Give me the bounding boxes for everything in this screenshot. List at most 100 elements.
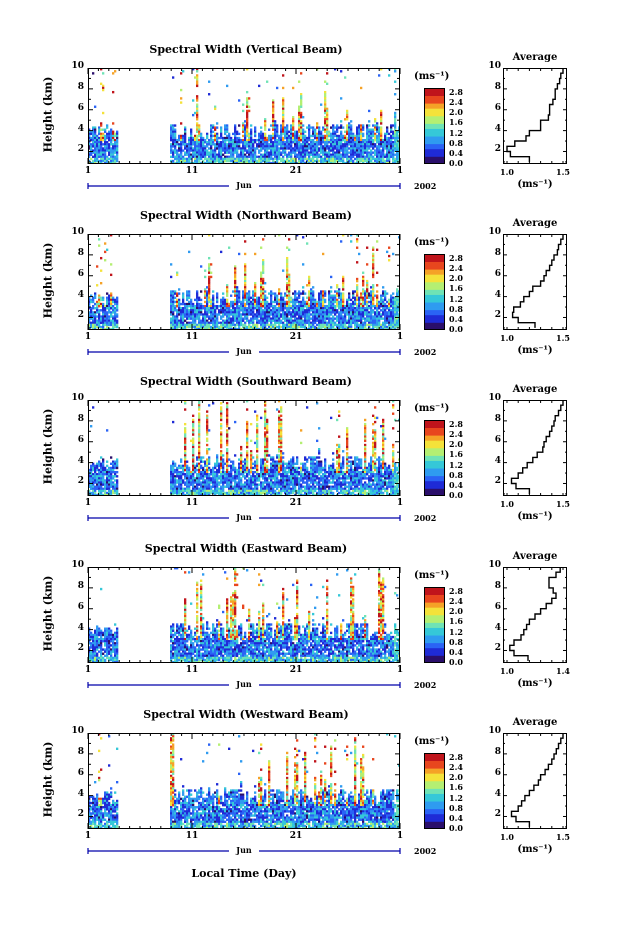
average-y-tick-label: 8	[494, 413, 501, 424]
heatmap-cells	[88, 733, 400, 829]
y-tick-label: 8	[77, 247, 84, 258]
y-tick-label: 8	[77, 746, 84, 757]
average-x-tick-label: 1.0	[500, 333, 514, 343]
average-title: Average	[512, 717, 558, 728]
axis-overlay	[87, 234, 401, 355]
y-tick-label: 4	[77, 788, 84, 799]
average-unit: (ms⁻¹)	[517, 345, 553, 356]
colorbar-tick-label: 2.0	[449, 273, 463, 284]
average-y-tick-label: 10	[488, 393, 501, 403]
x-tick-label: 21	[289, 831, 303, 841]
y-tick-label: 4	[77, 455, 84, 466]
colorbar-tick-label: 2.8	[449, 752, 463, 763]
colorbar-tick-label: 0.8	[449, 137, 463, 148]
colorbar	[424, 254, 445, 330]
average-y-tick-label: 8	[494, 746, 501, 757]
heatmap-cells	[88, 567, 400, 663]
average-x-tick-label: 1.5	[556, 499, 570, 509]
x-tick-label: 1	[84, 498, 92, 508]
average-y-tick-label: 8	[494, 580, 501, 591]
average-unit: (ms⁻¹)	[517, 678, 553, 689]
y-tick-label: 10	[71, 227, 84, 237]
y-tick-label: 4	[77, 622, 84, 633]
y-axis-label: Height (km)	[41, 76, 55, 153]
axis-overlay	[87, 733, 401, 854]
year-label: 2002	[414, 347, 437, 357]
colorbar-unit: (ms⁻¹)	[414, 736, 450, 747]
axis-overlay	[87, 68, 401, 189]
heatmap-cells	[88, 234, 400, 330]
average-title: Average	[512, 218, 558, 229]
year-label: 2002	[414, 680, 437, 690]
y-tick-label: 2	[77, 310, 84, 321]
panel-title: Spectral Width (Southward Beam)	[139, 375, 353, 388]
x-tick-label: 1	[396, 332, 404, 342]
panel-title: Spectral Width (Eastward Beam)	[144, 542, 348, 555]
average-line	[509, 567, 563, 661]
colorbar-tick-label: 1.2	[449, 127, 463, 138]
colorbar-tick-label: 0.0	[449, 490, 463, 500]
average-x-tick-label: 1.0	[500, 666, 514, 676]
colorbar-tick-label: 2.0	[449, 772, 463, 783]
x-tick-label: 21	[289, 665, 303, 675]
panel-title: Spectral Width (Westward Beam)	[143, 708, 349, 721]
x-tick-label: 11	[185, 332, 199, 342]
average-y-tick-label: 4	[494, 289, 501, 300]
y-tick-label: 6	[77, 268, 84, 279]
y-tick-label: 6	[77, 767, 84, 778]
colorbar-unit: (ms⁻¹)	[414, 570, 450, 581]
x-axis-label: Local Time (Day)	[191, 867, 297, 880]
colorbar	[424, 587, 445, 663]
colorbar-tick-label: 0.4	[449, 479, 463, 490]
colorbar-tick-label: 0.8	[449, 303, 463, 314]
heatmap-cells	[88, 68, 400, 164]
panel-title: Spectral Width (Vertical Beam)	[149, 43, 343, 56]
average-y-tick-label: 10	[488, 227, 501, 237]
colorbar-tick-label: 1.6	[449, 782, 463, 793]
colorbar-tick-label: 0.0	[449, 823, 463, 833]
x-tick-label: 11	[185, 166, 199, 176]
average-y-tick-label: 4	[494, 123, 501, 134]
colorbar-tick-label: 0.4	[449, 147, 463, 158]
average-y-tick-label: 10	[488, 560, 501, 570]
colorbar-tick-label: 0.8	[449, 802, 463, 813]
colorbar-tick-label: 2.4	[449, 263, 463, 274]
average-x-tick-label: 1.0	[500, 832, 514, 842]
colorbar-tick-label: 2.4	[449, 429, 463, 440]
month-label: Jun	[229, 512, 259, 522]
average-y-tick-label: 10	[488, 726, 501, 736]
average-x-tick-label: 1.4	[556, 666, 570, 676]
year-label: 2002	[414, 513, 437, 523]
colorbar-tick-label: 2.8	[449, 253, 463, 264]
y-tick-label: 4	[77, 289, 84, 300]
colorbar-tick-label: 1.6	[449, 283, 463, 294]
x-tick-label: 1	[84, 831, 92, 841]
axis-overlay	[87, 400, 401, 521]
colorbar-unit: (ms⁻¹)	[414, 237, 450, 248]
average-title: Average	[512, 52, 558, 63]
average-unit: (ms⁻¹)	[517, 844, 553, 855]
axis-overlay	[87, 567, 401, 688]
colorbar-tick-label: 2.8	[449, 87, 463, 98]
colorbar	[424, 420, 445, 496]
average-profile	[503, 567, 567, 663]
x-tick-label: 1	[396, 498, 404, 508]
average-profile	[503, 234, 567, 330]
heatmap	[88, 234, 400, 330]
colorbar-tick-label: 0.0	[449, 158, 463, 168]
y-tick-label: 6	[77, 434, 84, 445]
average-y-tick-label: 6	[494, 767, 501, 778]
colorbar-tick-label: 0.4	[449, 313, 463, 324]
month-label: Jun	[229, 180, 259, 190]
colorbar-unit: (ms⁻¹)	[414, 71, 450, 82]
average-unit: (ms⁻¹)	[517, 511, 553, 522]
x-tick-label: 1	[84, 665, 92, 675]
y-axis-label: Height (km)	[41, 741, 55, 818]
average-y-tick-label: 2	[494, 809, 501, 820]
y-tick-label: 8	[77, 81, 84, 92]
average-y-tick-label: 4	[494, 788, 501, 799]
average-y-tick-label: 4	[494, 455, 501, 466]
average-line	[506, 68, 564, 162]
colorbar-tick-label: 1.2	[449, 293, 463, 304]
